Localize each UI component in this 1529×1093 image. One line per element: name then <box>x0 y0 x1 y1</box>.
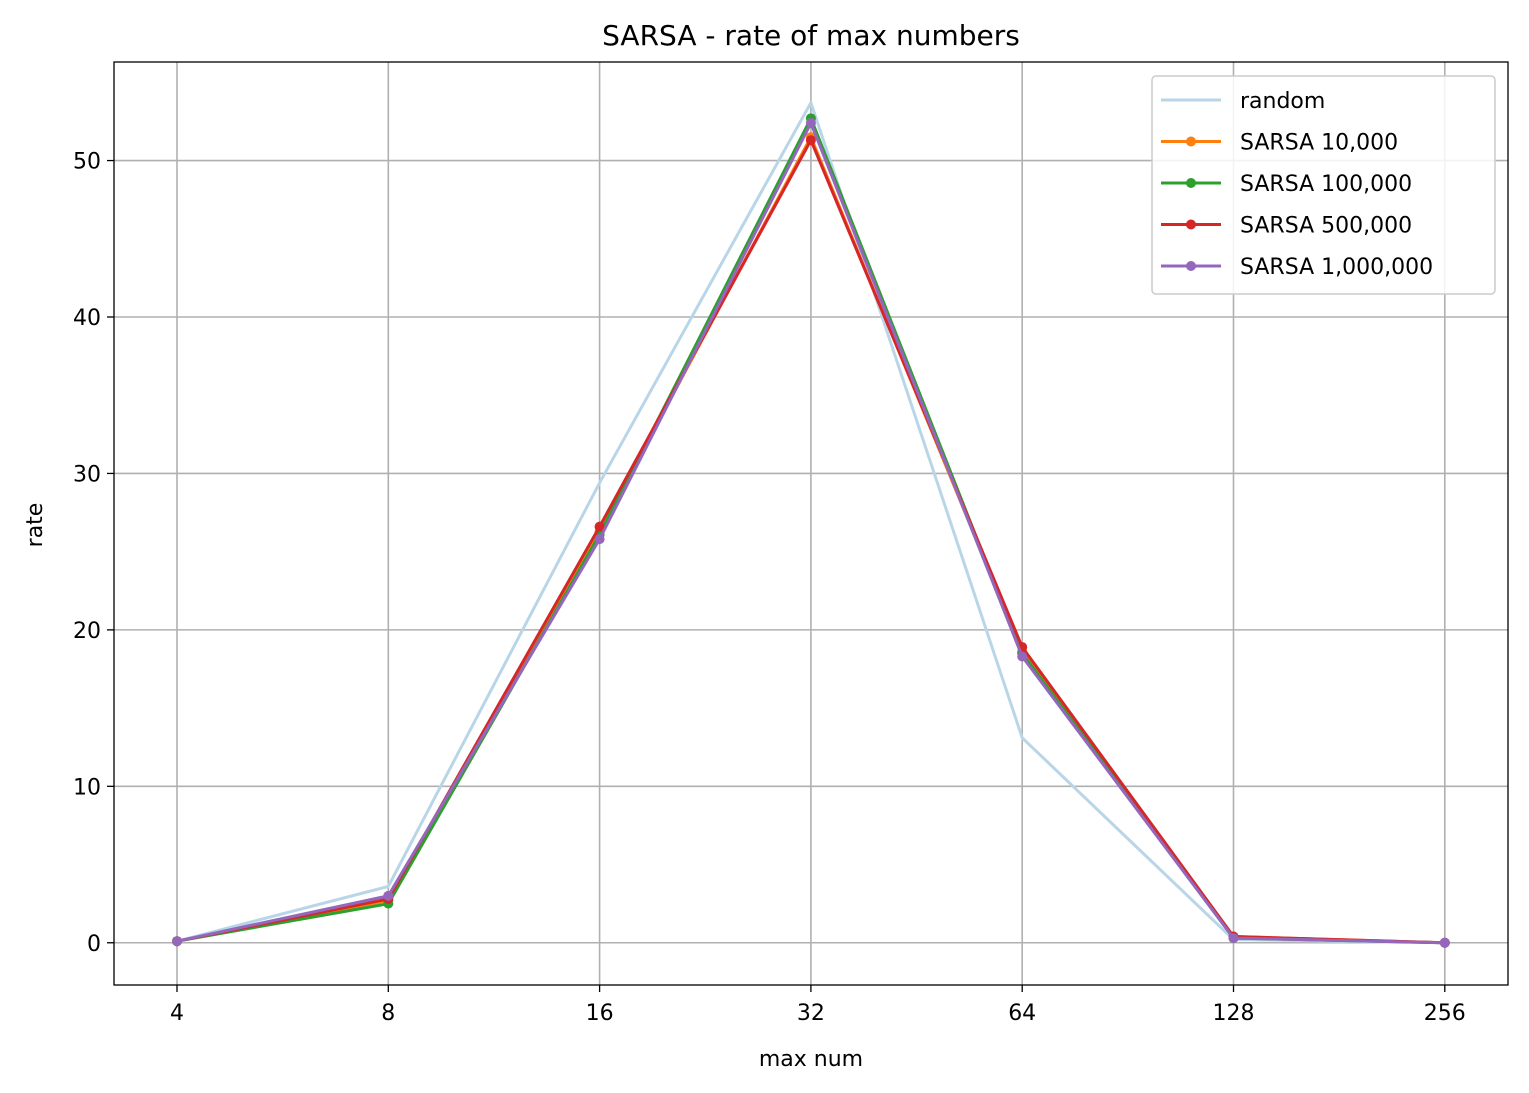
data-point <box>1439 937 1450 948</box>
data-point <box>383 890 394 901</box>
legend: random SARSA 10,000 SARSA 100,000 SARSA 500… <box>1151 75 1496 295</box>
y-tick-label: 10 <box>73 775 101 800</box>
x-tick-label: 8 <box>381 1001 395 1026</box>
y-tick-label: 20 <box>73 619 101 644</box>
y-tick-label: 0 <box>87 932 101 957</box>
y-tick-label: 40 <box>73 306 101 331</box>
y-axis: 0 10 20 30 40 50 <box>73 150 114 957</box>
chart-title: SARSA - rate of max numbers <box>602 19 1020 52</box>
y-axis-label: rate <box>23 503 48 548</box>
x-tick-label: 128 <box>1213 1001 1255 1026</box>
data-point <box>594 521 605 532</box>
data-point <box>172 936 182 947</box>
legend-item: SARSA 500,000 <box>1161 214 1412 239</box>
y-tick-label: 30 <box>73 462 101 487</box>
legend-marker <box>1186 219 1196 230</box>
data-point <box>594 534 605 545</box>
legend-item: SARSA 10,000 <box>1161 131 1398 156</box>
series-sarsa-1-000-000 <box>172 118 1450 948</box>
legend-marker <box>1186 261 1196 271</box>
legend-label: SARSA 10,000 <box>1240 131 1398 156</box>
y-tick-label: 50 <box>73 150 101 175</box>
x-tick-label: 4 <box>170 1001 184 1026</box>
legend-label: SARSA 100,000 <box>1240 172 1412 197</box>
legend-item: random <box>1161 89 1325 114</box>
data-point <box>1228 933 1239 944</box>
x-tick-label: 16 <box>586 1001 614 1026</box>
x-tick-label: 256 <box>1424 1001 1466 1026</box>
x-axis: 4 8 16 32 64 128 256 <box>170 985 1466 1026</box>
legend-item: SARSA 100,000 <box>1161 172 1412 197</box>
x-tick-label: 64 <box>1008 1001 1036 1026</box>
data-point <box>1017 651 1028 662</box>
data-point <box>805 135 816 146</box>
legend-label: random <box>1240 89 1325 114</box>
legend-box <box>1151 75 1496 295</box>
data-point <box>805 118 816 129</box>
legend-marker <box>1186 178 1196 188</box>
x-axis-label: max num <box>759 1047 863 1072</box>
series-layer <box>172 101 1450 948</box>
x-tick-label: 32 <box>797 1001 825 1026</box>
legend-label: SARSA 500,000 <box>1240 214 1412 239</box>
legend-label: SARSA 1,000,000 <box>1240 255 1433 280</box>
legend-marker <box>1186 136 1196 147</box>
legend-item: SARSA 1,000,000 <box>1161 255 1433 280</box>
